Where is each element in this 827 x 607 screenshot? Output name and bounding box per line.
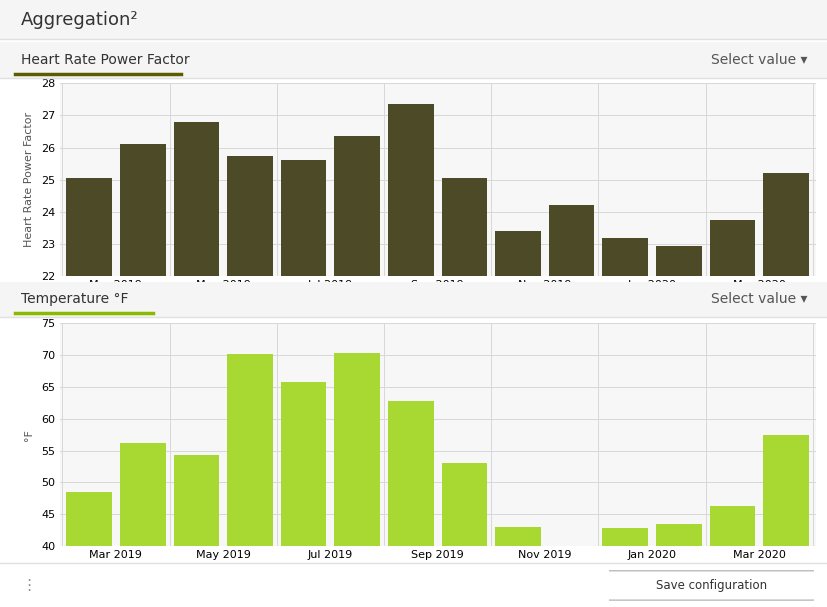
Text: Aggregation²: Aggregation² bbox=[21, 11, 138, 29]
Bar bbox=[227, 354, 272, 546]
Bar bbox=[495, 527, 540, 546]
Bar bbox=[334, 353, 380, 546]
Text: Heart Rate Power Factor: Heart Rate Power Factor bbox=[21, 53, 189, 67]
Bar bbox=[66, 178, 112, 276]
FancyBboxPatch shape bbox=[606, 571, 815, 600]
Bar bbox=[762, 173, 808, 276]
Y-axis label: °F: °F bbox=[24, 429, 35, 441]
Bar bbox=[334, 136, 380, 276]
Bar bbox=[174, 122, 219, 276]
Text: Select value ▾: Select value ▾ bbox=[710, 53, 806, 67]
Text: Select value ▾: Select value ▾ bbox=[710, 292, 806, 307]
Bar bbox=[655, 246, 700, 276]
Bar bbox=[227, 155, 272, 276]
Bar bbox=[602, 529, 648, 546]
Bar bbox=[602, 237, 648, 276]
Bar bbox=[655, 524, 700, 546]
Y-axis label: Heart Rate Power Factor: Heart Rate Power Factor bbox=[24, 112, 34, 247]
Text: Save configuration: Save configuration bbox=[655, 579, 766, 592]
Bar bbox=[709, 220, 754, 276]
Bar bbox=[388, 104, 433, 276]
Bar bbox=[120, 144, 165, 276]
Text: ⋮: ⋮ bbox=[21, 578, 36, 592]
Text: Temperature °F: Temperature °F bbox=[21, 292, 128, 307]
Bar bbox=[762, 435, 808, 546]
Bar bbox=[388, 401, 433, 546]
Bar bbox=[174, 455, 219, 546]
Bar bbox=[441, 463, 486, 546]
Bar bbox=[120, 443, 165, 546]
Bar bbox=[548, 205, 594, 276]
Bar bbox=[441, 178, 486, 276]
Bar bbox=[66, 492, 112, 546]
Bar bbox=[280, 160, 326, 276]
Bar bbox=[709, 506, 754, 546]
Bar bbox=[280, 382, 326, 546]
Bar bbox=[495, 231, 540, 276]
